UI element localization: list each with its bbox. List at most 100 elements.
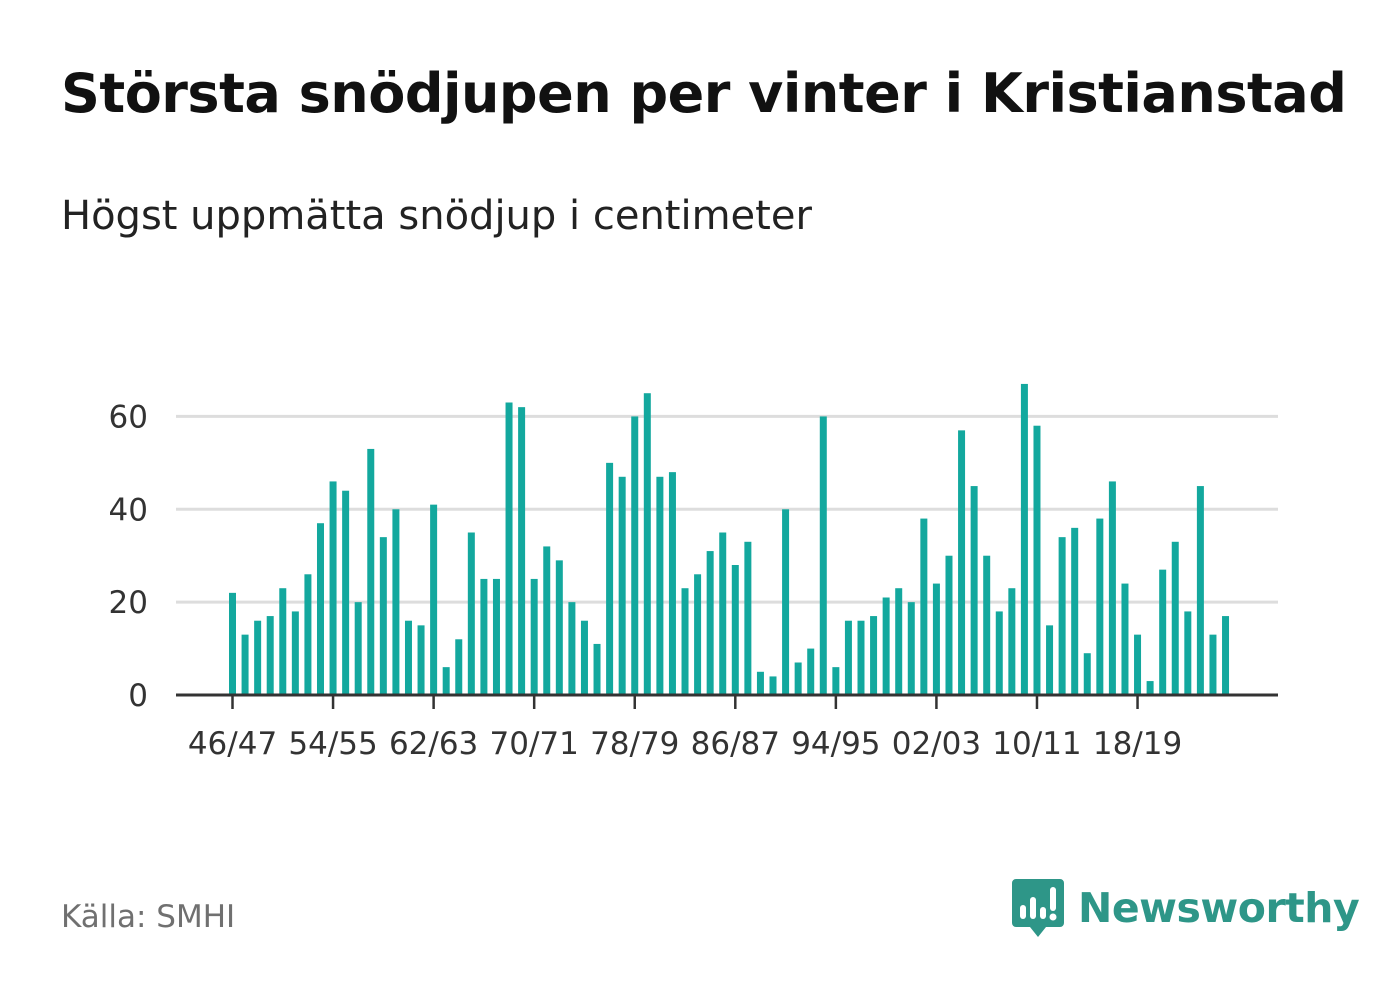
bar [266,616,274,695]
source-label: Källa: SMHI [61,899,236,935]
y-tick-label: 20 [109,585,148,621]
bar [1046,625,1054,695]
bar [1222,616,1230,695]
brand-name: Newsworthy [1078,884,1360,932]
bar [1171,541,1179,695]
bar [505,402,513,695]
bar [392,509,400,695]
chart-title: Största snödjupen per vinter i Kristians… [61,62,1347,125]
bar [945,555,953,695]
bar [291,611,299,695]
bar [1071,527,1079,695]
bar [995,611,1003,695]
bar [832,667,840,695]
bar [1134,634,1142,695]
x-tick-label: 70/71 [490,726,579,762]
bar [606,462,614,695]
bar [543,546,551,695]
bar [983,555,991,695]
bar [254,620,262,695]
bar [430,504,438,695]
bar [480,578,488,695]
bar [530,578,538,695]
bar [329,481,337,695]
bar [404,620,412,695]
bar [756,671,764,695]
bar [744,541,752,695]
bar [442,667,450,695]
x-tick-label: 10/11 [992,726,1081,762]
bar [1058,537,1066,695]
bar [769,676,777,695]
bar [970,486,978,695]
bar [354,602,362,695]
brand: Newsworthy [1010,877,1360,939]
x-tick-label: 86/87 [691,726,780,762]
bar [694,574,702,695]
newsworthy-logo-icon [1012,879,1064,937]
bar [882,597,890,695]
bar [782,509,790,695]
bar [580,620,588,695]
bar [668,472,676,695]
bar [379,537,387,695]
bar [1146,681,1154,695]
bar [467,532,475,695]
bar [304,574,312,695]
bar [1159,569,1167,695]
bar [279,588,287,695]
x-tick-label: 62/63 [389,726,478,762]
bar [681,588,689,695]
bar [1020,383,1028,695]
bar [895,588,903,695]
x-tick-label: 02/03 [892,726,981,762]
bar [643,393,651,695]
bar [241,634,249,695]
bar [1096,518,1104,695]
bar [417,625,425,695]
bar [1008,588,1016,695]
bar [1184,611,1192,695]
bar [342,490,350,695]
bar [593,643,601,695]
bar [932,583,940,695]
chart-subtitle: Högst uppmätta snödjup i centimeter [61,193,812,239]
bar [920,518,928,695]
bar [455,639,463,695]
bar [492,578,500,695]
bar [1083,653,1091,695]
bar [1121,583,1129,695]
bar [857,620,865,695]
bar [555,560,563,695]
bar [1033,425,1041,695]
bar [870,616,878,695]
bar [807,648,815,695]
y-axis: 0 20 40 60 [109,399,148,714]
y-tick-label: 60 [109,399,148,435]
x-tick-label: 46/47 [188,726,277,762]
bar [1108,481,1116,695]
bar [719,532,727,695]
bar [731,565,739,695]
y-tick-label: 0 [128,678,148,714]
bar [568,602,576,695]
bar [229,592,236,695]
x-tick-label: 94/95 [791,726,880,762]
bar [844,620,852,695]
bar [819,416,827,695]
bar [518,407,526,695]
bar [1209,634,1217,695]
bar [631,416,639,695]
bars [229,383,1230,695]
bar [794,662,802,695]
x-tick-label: 18/19 [1093,726,1182,762]
bar [656,476,664,695]
x-axis: 46/47 54/55 62/63 70/71 78/79 86/87 94/95 02/03… [176,693,1278,762]
y-tick-label: 40 [109,492,148,528]
bar [907,602,915,695]
x-tick-label: 78/79 [590,726,679,762]
x-tick-label: 54/55 [288,726,377,762]
bar [958,430,966,695]
bar [367,448,375,695]
